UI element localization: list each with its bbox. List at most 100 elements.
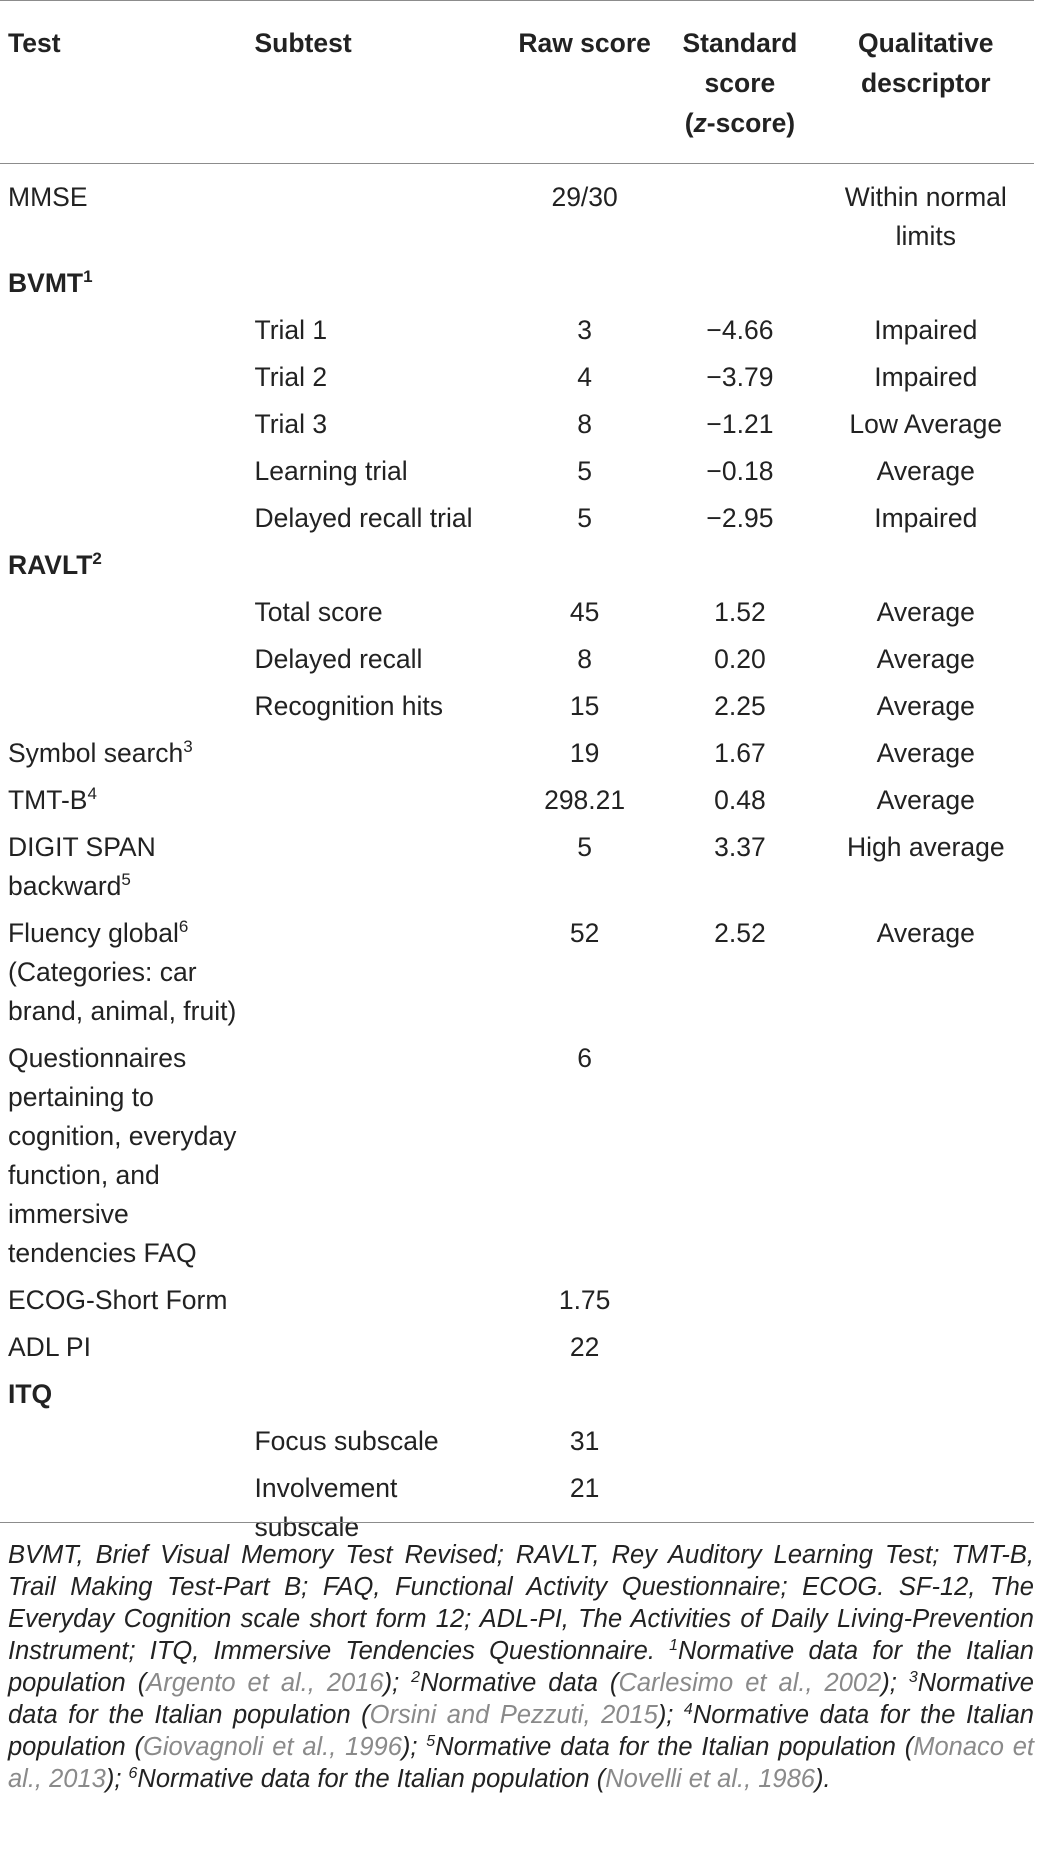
cell-standard-score: 1.67 — [714, 738, 766, 768]
table-header: Test Subtest Raw score Standard score (z… — [0, 0, 1034, 164]
table-row: Learning trial 5 −0.18 Average — [0, 448, 1034, 495]
cell-descriptor — [818, 1277, 1034, 1324]
table-row: Focus subscale 31 — [0, 1418, 1034, 1465]
cell-descriptor: Average — [876, 597, 975, 627]
cell-test: ADL PI — [0, 1324, 254, 1371]
test-name: Questionnaires pertaining to cognition, … — [8, 1043, 237, 1268]
footnote-marker: 1 — [669, 1637, 679, 1654]
cell-subtest — [254, 1035, 506, 1277]
citation-link[interactable]: Novelli et al., 1986 — [605, 1765, 815, 1793]
cell-test: RAVLT2 — [0, 542, 254, 589]
footnote-text: ); — [401, 1733, 427, 1761]
cell-subtest: Learning trial — [254, 456, 408, 486]
table-row: TMT-B4 298.21 0.48 Average — [0, 777, 1034, 824]
test-name: BVMT — [8, 268, 84, 298]
cell-subtest — [254, 164, 506, 261]
cell-standard-score — [662, 542, 817, 589]
cell-standard-score: 3.37 — [714, 832, 766, 862]
cell-descriptor: Low Average — [849, 409, 1003, 439]
header-qualitative-line1: Qualitative — [858, 28, 994, 58]
cell-raw-score — [507, 1371, 662, 1418]
cell-raw-score: 15 — [569, 691, 600, 721]
header-standard-suffix: -score) — [706, 108, 796, 138]
citation-link[interactable]: Monaco et al., 2013 — [8, 1733, 1035, 1793]
footnote-text: ); — [881, 1669, 909, 1697]
cell-standard-score — [662, 260, 817, 307]
header-subtest: Subtest — [254, 1, 506, 164]
citation-link[interactable]: Orsini and Pezzuti, 2015 — [369, 1701, 658, 1729]
cell-subtest: Focus subscale — [254, 1426, 439, 1456]
cell-test: TMT-B4 — [0, 777, 254, 824]
table-row: Recognition hits 15 2.25 Average — [0, 683, 1034, 730]
table-row: Fluency global6 (Categories: car brand, … — [0, 910, 1034, 1035]
cell-test — [0, 401, 254, 448]
cell-subtest — [254, 1277, 506, 1324]
cell-test: Symbol search3 — [0, 730, 254, 777]
table-body: MMSE 29/30 Within normal limits BVMT1 Trial … — [0, 164, 1034, 1562]
test-name: DIGIT SPAN backward — [8, 832, 156, 901]
cell-subtest: Trial 3 — [254, 409, 328, 439]
cell-descriptor: Average — [876, 785, 975, 815]
footnote-marker: 1 — [83, 267, 93, 286]
cell-raw-score: 19 — [569, 738, 600, 768]
test-name: Fluency global — [8, 918, 179, 948]
cell-descriptor — [818, 1418, 1034, 1465]
test-name: ECOG-Short Form — [8, 1285, 228, 1315]
cell-descriptor: Impaired — [874, 503, 978, 533]
footnote-text: Normative data ( — [420, 1669, 619, 1697]
cell-test — [0, 683, 254, 730]
footnote-marker: 3 — [183, 737, 193, 756]
table-row: ITQ — [0, 1371, 1034, 1418]
cell-descriptor: High average — [846, 832, 1005, 862]
cell-subtest: Recognition hits — [254, 691, 444, 721]
cell-subtest — [254, 542, 506, 589]
cell-subtest: Delayed recall — [254, 644, 423, 674]
cell-test — [0, 354, 254, 401]
cell-raw-score: 4 — [577, 362, 592, 392]
table-row: Delayed recall trial 5 −2.95 Impaired — [0, 495, 1034, 542]
table-row: Total score 45 1.52 Average — [0, 589, 1034, 636]
footnote-text: ). — [814, 1765, 831, 1793]
cell-test — [0, 307, 254, 354]
cell-standard-score: 1.52 — [714, 597, 766, 627]
footnote-text: ); — [383, 1669, 412, 1697]
cell-standard-score: −0.18 — [706, 456, 774, 486]
cell-standard-score: −4.66 — [706, 315, 774, 345]
cell-descriptor: Average — [876, 918, 975, 948]
footnote-marker: 6 — [178, 917, 189, 936]
cell-test — [0, 589, 254, 636]
cell-descriptor — [818, 1371, 1034, 1418]
cell-test: ECOG-Short Form — [0, 1277, 254, 1324]
cell-raw-score: 21 — [569, 1473, 600, 1503]
cell-raw-score: 6 — [577, 1043, 592, 1073]
cell-descriptor: Average — [876, 644, 975, 674]
cell-subtest: Trial 1 — [254, 315, 328, 345]
cell-descriptor: Average — [876, 738, 975, 768]
cell-subtest: Involvement subscale — [254, 1473, 398, 1542]
footnote-text: Normative data for the Italian populatio… — [8, 1669, 1034, 1729]
table-row: RAVLT2 — [0, 542, 1034, 589]
test-name: Symbol search — [8, 738, 184, 768]
cell-standard-score: −2.95 — [706, 503, 774, 533]
citation-link[interactable]: Giovagnoli et al., 1996 — [142, 1733, 402, 1761]
table-footnotes: BVMT, Brief Visual Memory Test Revised; … — [0, 1522, 1034, 1795]
cell-raw-score — [507, 542, 662, 589]
table-row: Symbol search3 19 1.67 Average — [0, 730, 1034, 777]
table-row: MMSE 29/30 Within normal limits — [0, 164, 1034, 261]
cell-descriptor — [818, 260, 1034, 307]
header-row: Test Subtest Raw score Standard score (z… — [0, 0, 1034, 164]
citation-link[interactable]: Argento et al., 2016 — [146, 1669, 384, 1697]
cell-standard-score — [662, 1418, 817, 1465]
citation-link[interactable]: Carlesimo et al., 2002 — [618, 1669, 882, 1697]
cell-test: DIGIT SPAN backward5 — [0, 824, 254, 910]
footnote-text: ); — [105, 1765, 129, 1793]
cell-raw-score: 31 — [569, 1426, 600, 1456]
header-test: Test — [0, 1, 254, 164]
cell-descriptor: Impaired — [874, 362, 978, 392]
header-standard-line2: score — [704, 68, 776, 98]
cell-test: BVMT1 — [0, 260, 254, 307]
table-row: ADL PI 22 — [0, 1324, 1034, 1371]
cell-subtest — [254, 910, 506, 1035]
table-row: ECOG-Short Form 1.75 — [0, 1277, 1034, 1324]
cell-subtest: Delayed recall trial — [254, 503, 473, 533]
